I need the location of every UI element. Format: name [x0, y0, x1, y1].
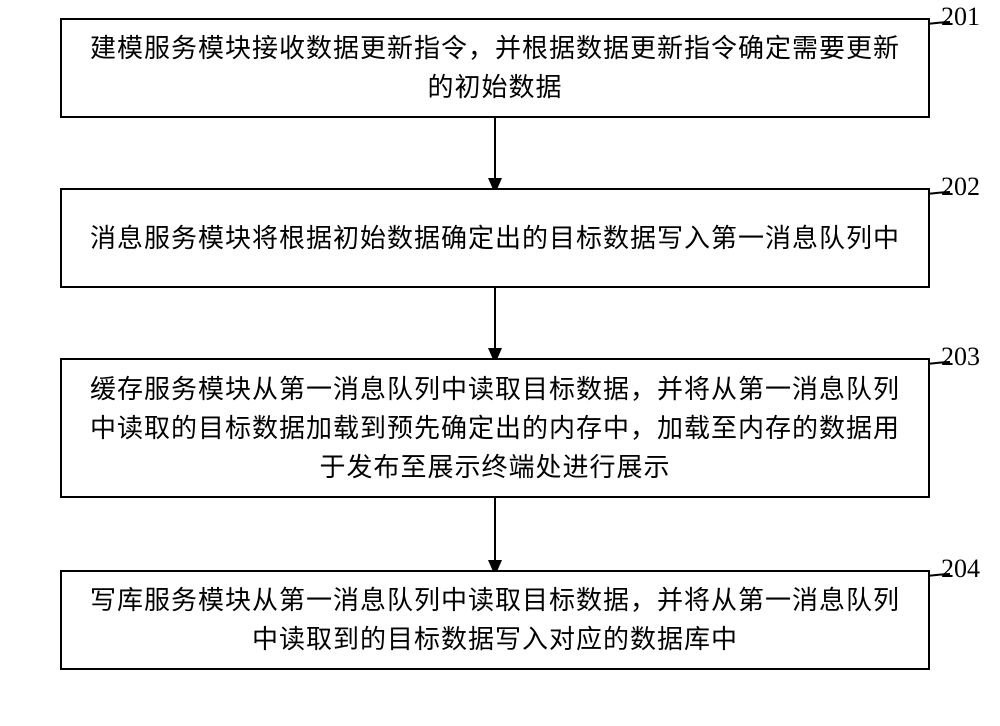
flow-node-n1: 建模服务模块接收数据更新指令，并根据数据更新指令确定需要更新的初始数据 — [60, 18, 930, 118]
flow-node-text: 写库服务模块从第一消息队列中读取目标数据，并将从第一消息队列中读取到的目标数据写… — [90, 581, 900, 659]
flow-node-n2: 消息服务模块将根据初始数据确定出的目标数据写入第一消息队列中 — [60, 188, 930, 288]
callout-label: 203 — [941, 342, 980, 372]
flow-node-n4: 写库服务模块从第一消息队列中读取目标数据，并将从第一消息队列中读取到的目标数据写… — [60, 570, 930, 670]
flow-node-text: 消息服务模块将根据初始数据确定出的目标数据写入第一消息队列中 — [90, 219, 900, 258]
flow-node-text: 建模服务模块接收数据更新指令，并根据数据更新指令确定需要更新的初始数据 — [90, 29, 900, 107]
callout-label: 202 — [941, 172, 980, 202]
flowchart-canvas: 建模服务模块接收数据更新指令，并根据数据更新指令确定需要更新的初始数据 201 消息… — [0, 0, 1000, 726]
flow-node-text: 缓存服务模块从第一消息队列中读取目标数据，并将从第一消息队列中读取的目标数据加载… — [90, 370, 900, 487]
flow-node-n3: 缓存服务模块从第一消息队列中读取目标数据，并将从第一消息队列中读取的目标数据加载… — [60, 358, 930, 498]
callout-label: 204 — [941, 554, 980, 584]
callout-label: 201 — [941, 2, 980, 32]
